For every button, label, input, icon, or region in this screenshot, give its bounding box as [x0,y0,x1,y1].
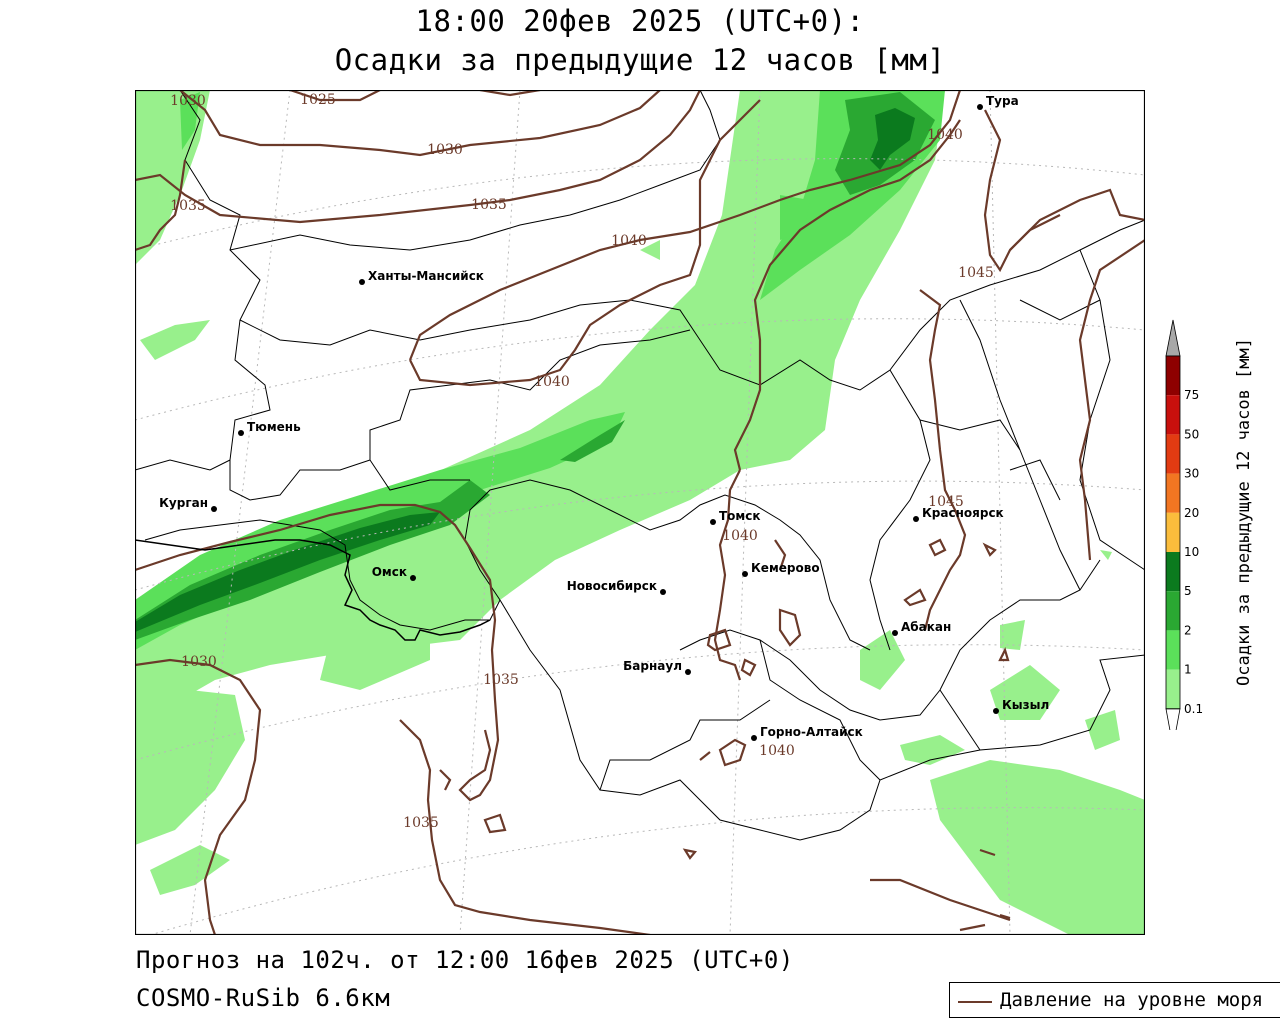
city-label: Курган [159,496,208,510]
city-marker: Тура [977,94,1019,110]
precipitation-map: 1030 1025 1030 1035 1035 1040 1040 1040 1045 1045… [135,90,1145,935]
city-dot [892,630,898,636]
colorbar-over-arrow [1165,319,1181,357]
colorbar-tick-label: 1 [1184,663,1192,677]
map-subtitle: Осадки за предыдущие 12 часов [мм] [334,43,946,77]
colorbar-segment [1166,356,1180,396]
city-label: Кемерово [751,561,820,575]
map-title: 18:00 20фев 2025 (UTC+0): [415,4,865,38]
city-dot [211,506,217,512]
isobar-label: 1040 [534,374,570,390]
legend: Давление на уровне моря [949,982,1280,1018]
colorbar-tick-label: 50 [1184,427,1199,441]
isobar-label: 1045 [958,265,994,281]
city-label: Новосибирск [567,579,657,593]
city-dot [913,516,919,522]
city-dot [710,519,716,525]
city-label: Барнаул [623,659,682,673]
colorbar-under-arrow [1165,708,1181,730]
colorbar-tick-label: 10 [1184,545,1199,559]
colorbar-tick-label: 2 [1184,623,1192,637]
city-label: Томск [719,509,761,523]
isobar-label: 1030 [181,654,217,670]
city-marker: Кызыл [993,698,1049,714]
colorbar-segment [1166,395,1180,435]
city-dot [751,735,757,741]
model-name: COSMO-RuSib 6.6км [136,984,391,1012]
colorbar-tick-label: 30 [1184,467,1199,481]
city-label: Омск [372,565,407,579]
isobar-label: 1035 [483,672,519,688]
isobar-label: 1040 [722,528,758,544]
isobar-label: 1025 [300,92,336,108]
city-label: Горно-Алтайск [760,725,863,739]
isobar-label: 1035 [471,197,507,213]
city-marker: Горно-Алтайск [751,725,863,741]
colorbar-segment [1166,552,1180,592]
city-dot [993,708,999,714]
city-dot [742,571,748,577]
city-label: Тура [986,94,1019,108]
city-marker: Омск [372,565,416,581]
city-marker: Томск [710,509,761,525]
city-dot [410,575,416,581]
isobar-label: 1040 [927,127,963,143]
isobar-label: 1035 [170,198,206,214]
graticule [135,90,1145,935]
city-label: Тюмень [247,420,301,434]
colorbar-segment [1166,473,1180,513]
city-dot [660,589,666,595]
colorbar-title: Осадки за предыдущие 12 часов [мм] [1234,338,1254,686]
isobar-label: 1035 [403,815,439,831]
city-marker: Тюмень [238,420,301,436]
colorbar-tick-label: 75 [1184,388,1199,402]
city-label: Абакан [901,620,951,634]
city-marker: Абакан [892,620,951,636]
city-markers: Ханты-Мансийск Тюмень Курган Омск Новосибирс… [159,94,1049,741]
isobar-label: 1030 [427,142,463,158]
isobar-label: 1040 [759,743,795,759]
colorbar-frame [1165,355,1181,710]
city-dot [238,430,244,436]
colorbar-segment [1166,591,1180,631]
isobar-label: 1040 [611,233,647,249]
forecast-info: Прогноз на 102ч. от 12:00 16фев 2025 (UT… [136,946,794,974]
colorbar-tick-label: 0.1 [1184,702,1203,716]
isobar-label: 1030 [170,93,206,109]
colorbar: 75 50 30 20 10 5 2 1 0.1 [1165,319,1203,730]
colorbar-tick-label: 20 [1184,506,1199,520]
city-label: Красноярск [922,506,1004,520]
colorbar-segment [1166,512,1180,552]
isobar-legend-line [958,1001,992,1003]
city-dot [359,279,365,285]
city-marker: Барнаул [623,659,691,675]
city-label: Кызыл [1002,698,1049,712]
city-dot [977,104,983,110]
precipitation-field [135,90,1145,935]
colorbar-tick-label: 5 [1184,584,1192,598]
city-marker: Курган [159,496,217,512]
colorbar-segment [1166,434,1180,474]
city-marker: Красноярск [913,506,1004,522]
isobar-label: 1045 [928,494,964,510]
city-marker: Ханты-Мансийск [359,269,484,285]
city-dot [685,669,691,675]
colorbar-segment [1166,669,1180,709]
isobars [135,90,1145,935]
isobar-labels: 1030 1025 1030 1035 1035 1040 1040 1040 1045 1045… [170,92,994,831]
legend-label: Давление на уровне моря [1000,989,1264,1011]
city-marker: Новосибирск [567,579,666,595]
city-label: Ханты-Мансийск [368,269,484,283]
state-border [135,539,491,641]
colorbar-segment [1166,630,1180,670]
city-marker: Кемерово [742,561,820,577]
